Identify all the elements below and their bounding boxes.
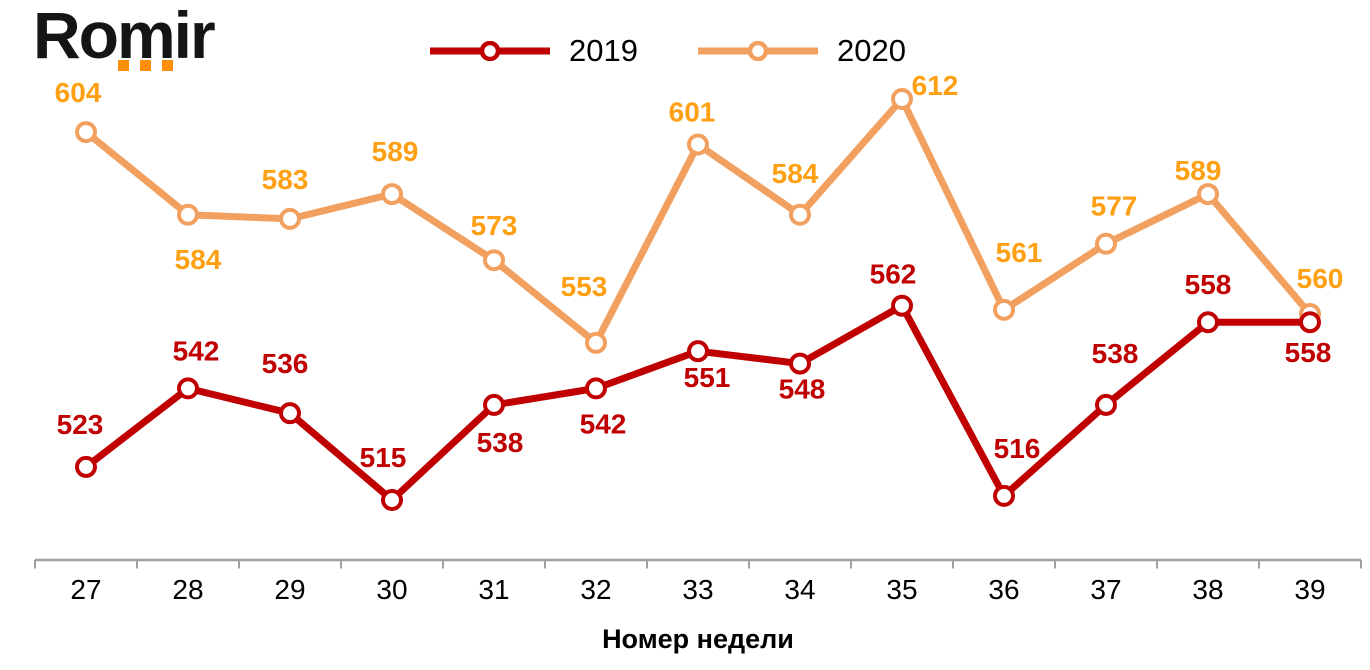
data-point-2020-w31: [483, 249, 505, 272]
x-axis-label-39: 39: [1294, 574, 1325, 605]
data-label-2019-w38: 558: [1185, 269, 1232, 300]
x-axis-label-28: 28: [172, 574, 203, 605]
x-axis-label-37: 37: [1090, 574, 1121, 605]
legend-2019-marker: [479, 40, 501, 61]
x-axis-label-33: 33: [682, 574, 713, 605]
data-label-2020-w31: 573: [471, 210, 518, 241]
data-label-2019-w35: 562: [870, 259, 917, 290]
data-label-2020-w36: 561: [996, 237, 1043, 268]
data-point-2019-w36: [993, 484, 1015, 507]
x-axis-title: Номер недели: [602, 624, 794, 654]
data-point-2020-w38: [1197, 183, 1219, 206]
data-point-2019-w38: [1197, 311, 1219, 334]
data-point-2019-w27: [75, 455, 97, 478]
data-label-2020-w37: 577: [1091, 191, 1138, 222]
data-point-2020-w27: [75, 121, 97, 144]
data-label-2019-w27: 523: [57, 409, 104, 440]
legend-2020-marker: [747, 40, 769, 61]
x-axis-label-38: 38: [1192, 574, 1223, 605]
data-point-2019-w28: [177, 377, 199, 400]
legend-item-2019: 2019: [428, 35, 638, 66]
data-point-2019-w33: [687, 340, 709, 363]
data-label-2019-w28: 542: [173, 335, 220, 366]
data-label-2019-w34: 548: [779, 374, 826, 405]
data-label-2019-w30: 515: [360, 442, 407, 473]
romir-logo: Romir: [33, 0, 216, 72]
data-label-2020-w27: 604: [55, 77, 102, 108]
data-label-2019-w29: 536: [262, 348, 309, 379]
data-point-2020-w30: [381, 183, 403, 206]
data-label-2020-w39: 560: [1297, 263, 1344, 294]
legend-2019-label: 2019: [569, 33, 638, 68]
data-label-2020-w28: 584: [175, 244, 222, 275]
data-point-2020-w36: [993, 298, 1015, 321]
data-point-2019-w39: [1299, 311, 1321, 334]
data-point-2020-w32: [585, 331, 607, 354]
data-label-2020-w34: 584: [772, 158, 819, 189]
data-label-2019-w32: 542: [580, 408, 627, 439]
data-point-2019-w34: [789, 352, 811, 375]
data-label-2019-w33: 551: [684, 362, 731, 393]
logo-dot: [118, 60, 129, 71]
data-point-2019-w35: [891, 294, 913, 317]
series-line-2019: [83, 302, 1310, 504]
data-label-2020-w29: 583: [262, 164, 309, 195]
data-label-2020-w32: 553: [561, 271, 608, 302]
x-axis-label-29: 29: [274, 574, 305, 605]
chart-legend: 2019 2020: [428, 35, 906, 66]
data-label-2020-w33: 601: [669, 96, 716, 127]
x-axis-label-35: 35: [886, 574, 917, 605]
data-point-2020-w35: [891, 88, 913, 110]
data-label-2020-w35: 612: [912, 70, 959, 101]
x-axis-label-27: 27: [70, 574, 101, 605]
data-point-2019-w31: [483, 393, 505, 416]
data-point-2020-w29: [279, 207, 301, 230]
data-point-2020-w37: [1095, 232, 1117, 255]
data-point-2019-w30: [381, 488, 403, 511]
x-axis-label-32: 32: [580, 574, 611, 605]
data-point-2020-w33: [687, 133, 709, 156]
data-point-2019-w37: [1095, 393, 1117, 416]
data-point-2019-w29: [279, 402, 301, 425]
logo-dot: [162, 60, 173, 71]
logo-dot: [140, 60, 151, 71]
data-label-2019-w36: 516: [994, 433, 1041, 464]
data-label-2020-w38: 589: [1175, 155, 1222, 186]
legend-2020-line-icon: [697, 40, 818, 61]
x-axis-label-36: 36: [988, 574, 1019, 605]
legend-item-2020: 2020: [696, 35, 906, 66]
data-label-2019-w37: 538: [1092, 338, 1139, 369]
data-label-2020-w30: 589: [372, 136, 419, 167]
x-axis-label-31: 31: [478, 574, 509, 605]
data-label-2019-w39: 558: [1285, 337, 1332, 368]
data-point-2020-w34: [789, 203, 811, 226]
x-axis-label-30: 30: [376, 574, 407, 605]
data-label-2019-w31: 538: [477, 427, 524, 458]
legend-2019-line-icon: [430, 40, 550, 61]
romir-logo-dots-icon: [118, 60, 173, 71]
data-point-2019-w32: [585, 377, 607, 400]
x-axis-label-34: 34: [784, 574, 815, 605]
data-point-2020-w28: [177, 203, 199, 226]
legend-2020-label: 2020: [836, 33, 906, 68]
